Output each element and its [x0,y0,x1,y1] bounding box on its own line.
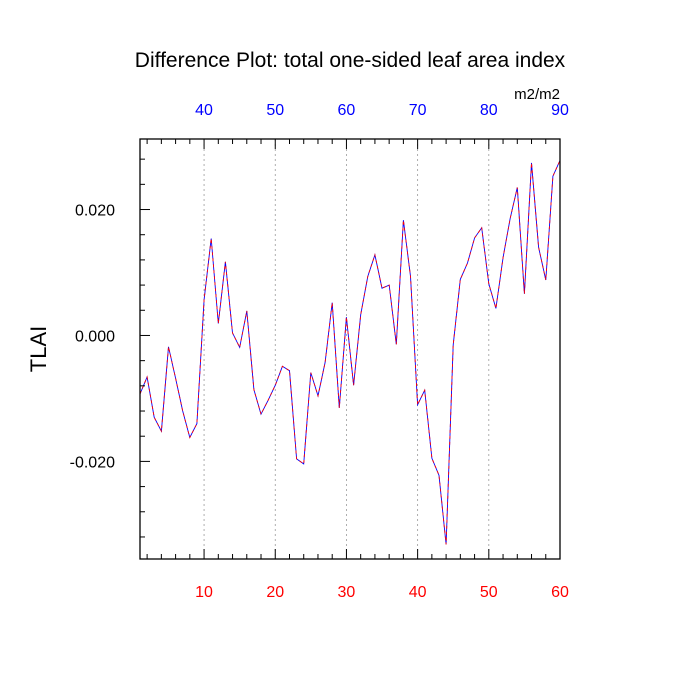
y-axis-label: TLAI [26,326,51,372]
plot-frame [139,138,561,560]
axes-group: 10 20 30 40 50 60 40 50 60 70 80 90 -0.020 0.000 0.020 [70,102,569,601]
x-tick-label: 50 [480,584,498,601]
x-tick-label: 10 [195,584,213,601]
grid-lines [203,139,561,559]
y-tick-label: -0.020 [70,454,115,471]
top-tick-label: 50 [266,102,284,119]
x-tick-label: 30 [338,584,356,601]
chart-title: Difference Plot: total one-sided leaf ar… [135,49,566,72]
x-tick-label: 60 [551,584,569,601]
top-tick-label: 80 [480,102,498,119]
series-line [139,160,561,545]
y-tick-label: 0.020 [75,203,115,220]
top-tick-label: 90 [551,102,569,119]
units-label: m2/m2 [514,86,560,103]
top-tick-label: 60 [338,102,356,119]
x-tick-label: 20 [266,584,284,601]
top-tick-label: 40 [195,102,213,119]
top-tick-label: 70 [409,102,427,119]
y-tick-label: 0.000 [75,328,115,345]
series-line-underlay [139,160,561,545]
series-group [139,160,561,545]
x-tick-label: 40 [409,584,427,601]
